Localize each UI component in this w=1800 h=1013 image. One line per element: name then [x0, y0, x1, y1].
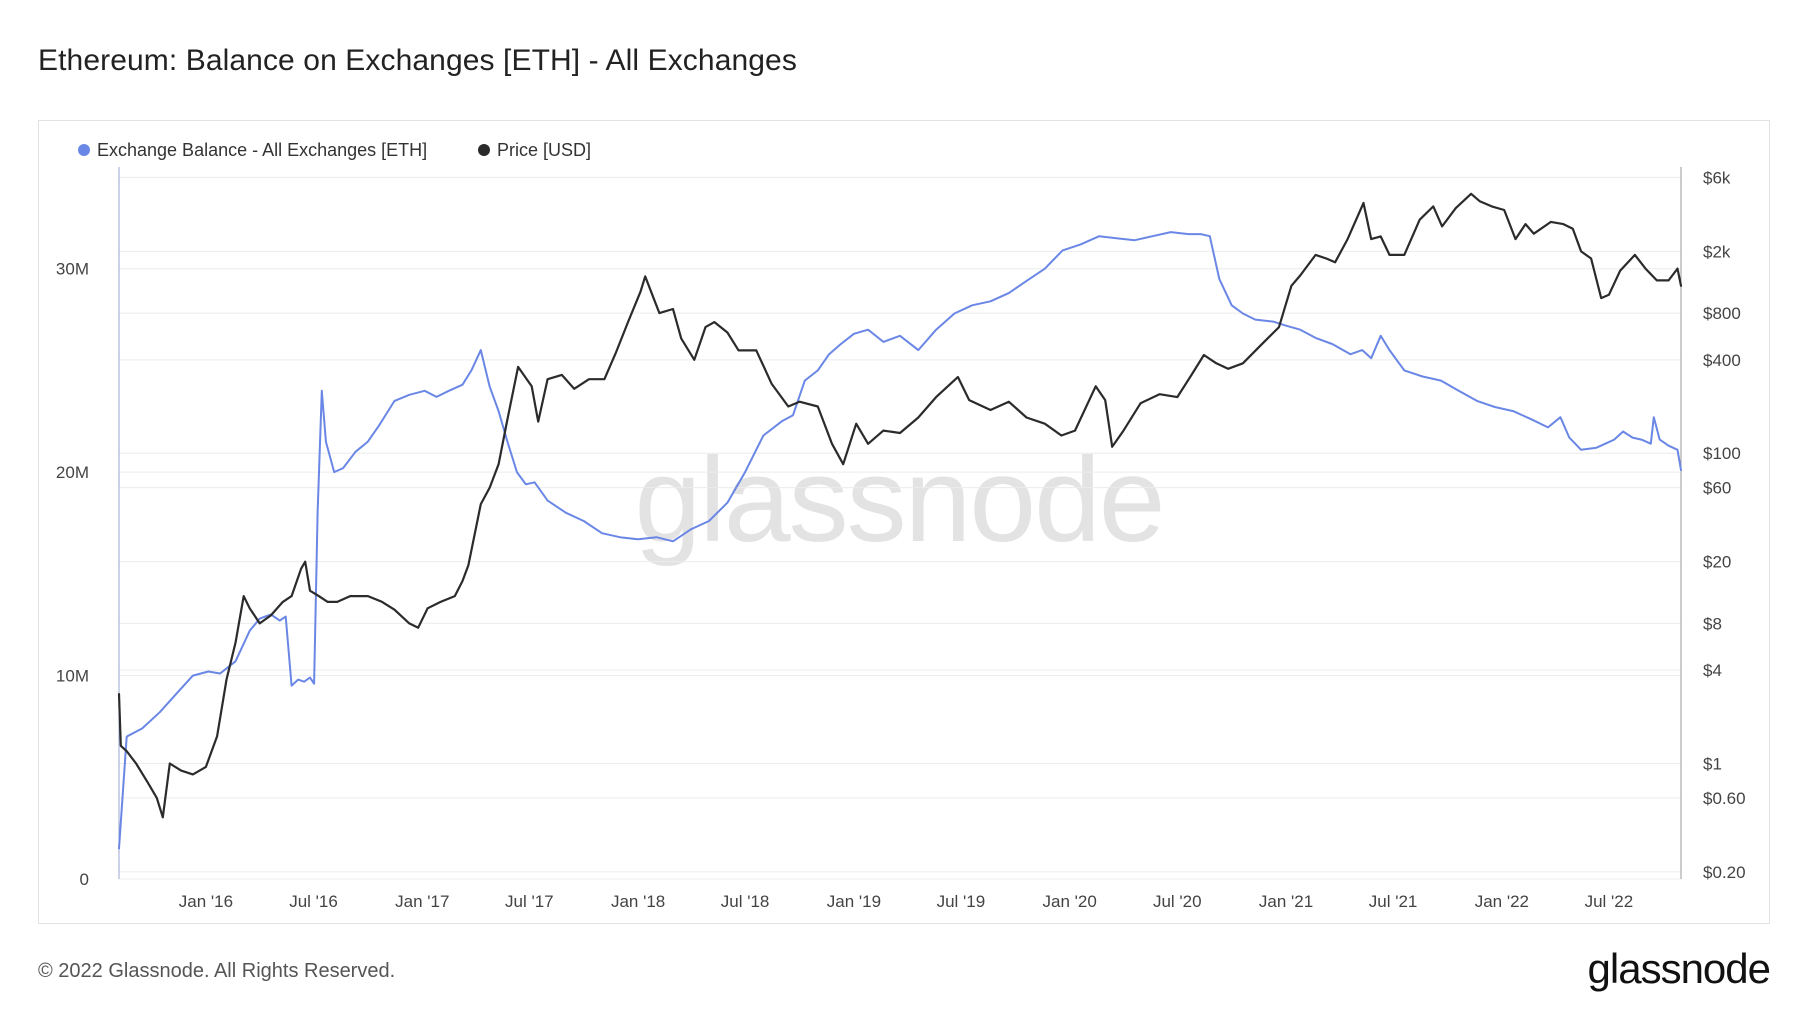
axes-layer: 0 10M 20M 30M $0.20 $0.60 $1 $4 $8 $20 $60 $100 $400… — [56, 167, 1746, 911]
series-line-price — [117, 192, 1683, 819]
x-tick-label: Jan '22 — [1475, 892, 1529, 911]
y-right-tick-label: $2k — [1703, 242, 1731, 261]
x-tick-label: Jan '19 — [827, 892, 881, 911]
y-right-tick-label: $100 — [1703, 444, 1741, 463]
x-tick-label: Jan '16 — [179, 892, 233, 911]
x-tick-label: Jan '18 — [611, 892, 665, 911]
y-left-tick-label: 30M — [56, 260, 89, 279]
y-right-tick-label: $0.20 — [1703, 863, 1746, 882]
x-tick-label: Jul '18 — [721, 892, 770, 911]
chart-svg: glassnode Exchange Balance - All Exchang… — [56, 140, 1746, 911]
y-left-tick-label: 0 — [80, 870, 89, 889]
page-title: Ethereum: Balance on Exchanges [ETH] - A… — [38, 44, 797, 77]
y-right-tick-label: $0.60 — [1703, 789, 1746, 808]
chart-frame: glassnode Exchange Balance - All Exchang… — [38, 120, 1770, 924]
x-tick-label: Jul '16 — [289, 892, 338, 911]
series-line-exchange-balance — [118, 231, 1682, 850]
x-tick-label: Jan '21 — [1259, 892, 1313, 911]
footer-logo: glassnode — [1587, 945, 1771, 992]
legend: Exchange Balance - All Exchanges [ETH] P… — [78, 140, 591, 160]
x-tick-label: Jan '17 — [395, 892, 449, 911]
y-right-tick-label: $60 — [1703, 479, 1731, 498]
watermark: glassnode — [634, 433, 1163, 567]
y-left-tick-label: 20M — [56, 463, 89, 482]
x-tick-label: Jul '19 — [937, 892, 986, 911]
y-right-tick-label: $800 — [1703, 304, 1741, 323]
x-tick-label: Jul '17 — [505, 892, 554, 911]
x-tick-label: Jan '20 — [1043, 892, 1097, 911]
x-tick-label: Jul '21 — [1369, 892, 1418, 911]
footer-copyright: © 2022 Glassnode. All Rights Reserved. — [38, 960, 396, 982]
y-right-tick-label: $4 — [1703, 661, 1722, 680]
x-tick-label: Jul '20 — [1153, 892, 1202, 911]
y-left-tick-label: 10M — [56, 667, 89, 686]
legend-dot-balance — [78, 144, 90, 156]
series-layer — [117, 192, 1683, 850]
y-right-tick-label: $1 — [1703, 754, 1722, 773]
grid-layer — [119, 176, 1681, 880]
y-right-tick-label: $6k — [1703, 168, 1731, 187]
y-right-tick-label: $20 — [1703, 553, 1731, 572]
x-tick-label: Jul '22 — [1585, 892, 1634, 911]
y-right-tick-label: $8 — [1703, 614, 1722, 633]
legend-item-price[interactable]: Price [USD] — [478, 140, 591, 160]
y-right-tick-label: $400 — [1703, 351, 1741, 370]
legend-item-balance[interactable]: Exchange Balance - All Exchanges [ETH] — [78, 140, 427, 160]
legend-dot-price — [478, 144, 490, 156]
legend-label-price: Price [USD] — [497, 140, 591, 160]
legend-label-balance: Exchange Balance - All Exchanges [ETH] — [97, 140, 427, 160]
